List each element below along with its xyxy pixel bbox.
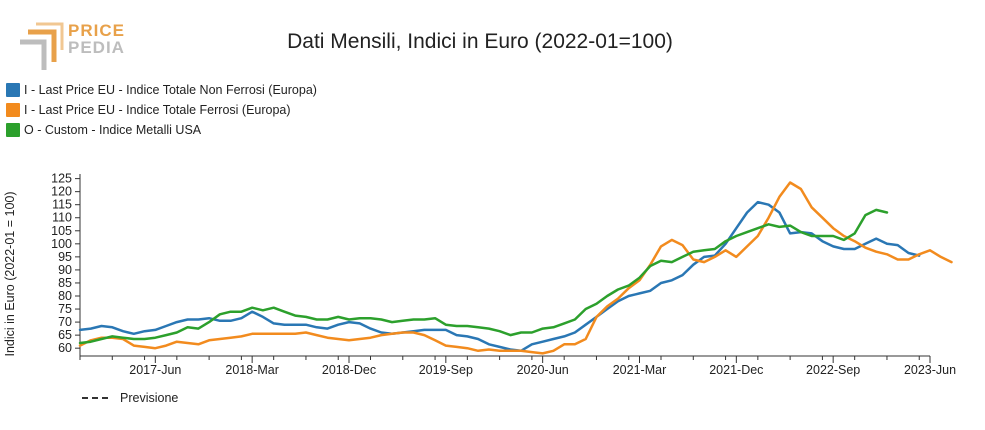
y-tick-label: 70 (58, 315, 72, 329)
x-tick-label: 2021-Mar (613, 363, 667, 377)
legend-item-ferrosi[interactable]: I - Last Price EU - Indice Totale Ferros… (6, 100, 317, 120)
legend-swatch-non-ferrosi (6, 83, 20, 97)
legend-label-non-ferrosi: I - Last Price EU - Indice Totale Non Fe… (24, 83, 317, 97)
series-line-0 (78, 200, 921, 353)
legend-label-metalli-usa: O - Custom - Indice Metalli USA (24, 123, 202, 137)
y-tick-label: 100 (51, 237, 72, 251)
dashed-line-icon (82, 397, 108, 399)
y-tick-label: 60 (58, 341, 72, 355)
logo-line1: PRICE (68, 21, 125, 40)
logo-mark-icon (20, 22, 64, 70)
y-tick-label: 110 (52, 211, 72, 225)
logo-text: PRICE PEDIA (68, 22, 125, 56)
series-lines (78, 181, 953, 355)
y-tick-label: 125 (51, 172, 72, 186)
x-axis: 2017-Jun 2018-Mar 2018-Dec 2019-Sep 2020-Jun… (79, 355, 956, 377)
x-tick-label: 2019-Sep (419, 363, 473, 377)
y-tick-label: 105 (51, 224, 72, 238)
forecast-label: Previsione (120, 391, 179, 405)
x-tick-label: 2018-Mar (225, 363, 279, 377)
y-tick-label: 120 (51, 185, 72, 199)
y-tick-label: 95 (58, 250, 72, 264)
x-tick-label: 2017-Jun (129, 363, 181, 377)
y-tick-label: 115 (52, 198, 72, 212)
series-line-1 (78, 181, 953, 355)
chart-legend: I - Last Price EU - Indice Totale Non Fe… (6, 80, 317, 140)
legend-item-metalli-usa[interactable]: O - Custom - Indice Metalli USA (6, 120, 317, 140)
legend-swatch-ferrosi (6, 103, 20, 117)
x-tick-label: 2022-Sep (806, 363, 860, 377)
logo-line2: PEDIA (68, 38, 125, 57)
x-tick-label: 2020-Jun (517, 363, 569, 377)
y-tick-label: 65 (58, 328, 72, 342)
legend-label-ferrosi: I - Last Price EU - Indice Totale Ferros… (24, 103, 291, 117)
x-tick-label: 2021-Dec (709, 363, 763, 377)
legend-swatch-metalli-usa (6, 123, 20, 137)
x-tick-label: 2018-Dec (322, 363, 376, 377)
y-tick-label: 75 (58, 302, 72, 316)
y-axis-title: Indici in Euro (2022-01 = 100) (3, 191, 17, 356)
y-tick-label: 90 (58, 263, 72, 277)
y-tick-label: 85 (58, 276, 72, 290)
x-tick-label: 2023-Jun (904, 363, 956, 377)
y-tick-label: 80 (58, 289, 72, 303)
forecast-legend: Previsione (82, 391, 178, 405)
pricepedia-logo: PRICE PEDIA (18, 20, 128, 72)
series-line-2 (78, 208, 889, 345)
legend-item-non-ferrosi[interactable]: I - Last Price EU - Indice Totale Non Fe… (6, 80, 317, 100)
chart-title: Dati Mensili, Indici in Euro (2022-01=10… (287, 30, 673, 53)
